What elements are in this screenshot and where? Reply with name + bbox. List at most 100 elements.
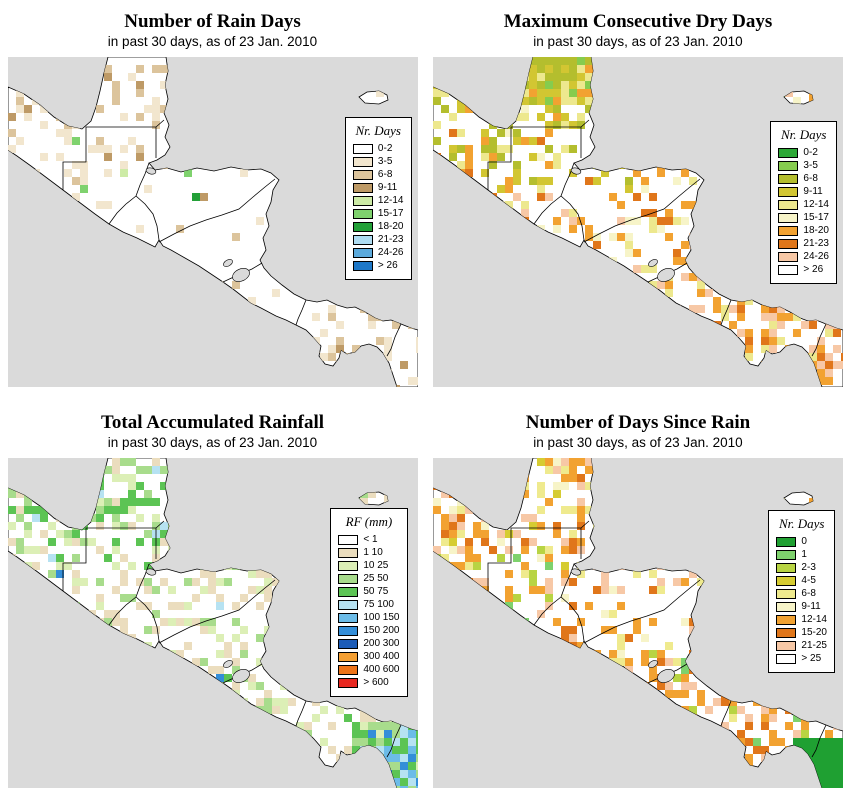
legend-entry: < 1 — [338, 534, 399, 545]
legend-swatch — [776, 562, 797, 573]
legend-entry: 10 25 — [338, 560, 399, 571]
legend-swatch — [776, 575, 797, 586]
legend-label: 21-25 — [801, 640, 827, 651]
legend-entry: 1 10 — [338, 547, 399, 558]
legend-title: RF (mm) — [345, 514, 393, 529]
legend-entry: 9-11 — [776, 601, 827, 612]
legend-entry: > 25 — [776, 653, 827, 664]
map-canvas-dry-days — [433, 57, 843, 387]
legend-entry: > 26 — [352, 260, 404, 271]
legend-label: 3-5 — [377, 156, 393, 167]
legend-entry: 21-23 — [352, 234, 404, 245]
legend-swatch — [338, 547, 359, 558]
legend-label: 6-8 — [377, 169, 393, 180]
legend-swatch — [352, 234, 373, 245]
legend-entry: 18-20 — [352, 221, 404, 232]
legend-swatch — [352, 208, 373, 219]
lake — [648, 660, 658, 668]
legend-swatch — [778, 147, 799, 158]
legend-swatch — [776, 653, 797, 664]
panel-subtitle: in past 30 days, as of 23 Jan. 2010 — [533, 34, 743, 49]
legend-entry: 25 50 — [338, 573, 399, 584]
legend-label: 6-8 — [801, 588, 816, 599]
legend-label: 15-17 — [377, 208, 404, 219]
legend-swatch — [352, 195, 373, 206]
legend-title: Nr. Days — [355, 123, 401, 138]
legend-label: 24-26 — [377, 247, 404, 258]
panel-subtitle: in past 30 days, as of 23 Jan. 2010 — [107, 435, 318, 450]
legend-rows: 0 1 2-3 4-5 6-8 9-11 12-14 15-20 21-25 > 25 — [776, 536, 827, 664]
legend-label: 12-14 — [377, 195, 404, 206]
lake — [570, 167, 582, 175]
legend-entry: 75 100 — [338, 599, 399, 610]
lake — [231, 669, 250, 683]
legend-swatch — [352, 247, 373, 258]
legend-label: 300 400 — [363, 651, 400, 662]
legend-label: > 600 — [363, 677, 389, 688]
panel-subtitle: in past 30 days, as of 23 Jan. 2010 — [107, 34, 318, 49]
legend-entry: 21-23 — [778, 238, 829, 249]
legend-entry: 21-25 — [776, 640, 827, 651]
legend-label: 2-3 — [801, 562, 816, 573]
legend-label: 100 150 — [363, 612, 400, 623]
lake — [657, 669, 675, 683]
legend-entry: 24-26 — [778, 251, 829, 262]
legend-label: 18-20 — [377, 221, 404, 232]
panel-title: Maximum Consecutive Dry Days — [503, 11, 773, 32]
legend-swatch — [778, 212, 799, 223]
legend-entry: 2-3 — [776, 562, 827, 573]
legend-swatch — [338, 573, 359, 584]
panel-rainfall: Total Accumulated Rainfall in past 30 da… — [0, 396, 425, 793]
legend-swatch — [338, 625, 359, 636]
legend-swatch — [776, 588, 797, 599]
lake — [222, 660, 233, 668]
legend-days-since-rain: Nr. Days 0 1 2-3 4-5 6-8 9-11 12-14 15-20 21-25 >… — [768, 510, 835, 673]
legend-label: 15-17 — [803, 212, 829, 223]
legend-label: 6-8 — [803, 173, 818, 184]
legend-entry: 9-11 — [352, 182, 404, 193]
legend-entry: 400 600 — [338, 664, 400, 675]
legend-swatch — [778, 251, 799, 262]
legend-entry: 15-17 — [778, 212, 829, 223]
legend-swatch — [338, 638, 359, 649]
legend-entry: 6-8 — [776, 588, 827, 599]
legend-entry: 3-5 — [778, 160, 829, 171]
legend-swatch — [778, 264, 799, 275]
legend-rows: 0-2 3-5 6-8 9-11 12-14 15-17 18-20 21-23 24-26 > … — [778, 147, 829, 275]
legend-swatch — [776, 549, 797, 560]
legend-label: < 1 — [363, 534, 378, 545]
legend-swatch — [338, 599, 359, 610]
legend-dry-days: Nr. Days 0-2 3-5 6-8 9-11 12-14 15-17 18-20 21-… — [770, 121, 837, 284]
legend-label: 4-5 — [801, 575, 816, 586]
legend-entry: 0-2 — [778, 147, 829, 158]
panel-title: Total Accumulated Rainfall — [100, 412, 325, 433]
legend-swatch — [776, 640, 797, 651]
legend-swatch — [338, 677, 359, 688]
legend-entry: > 26 — [778, 264, 829, 275]
legend-label: 12-14 — [801, 614, 827, 625]
legend-entry: 15-17 — [352, 208, 404, 219]
legend-swatch — [338, 651, 359, 662]
lake — [657, 268, 675, 282]
legend-label: 21-23 — [803, 238, 829, 249]
legend-entry: 50 75 — [338, 586, 399, 597]
panel-days-since-rain: Number of Days Since Rain in past 30 day… — [425, 396, 851, 793]
legend-label: 10 25 — [363, 560, 389, 571]
lake — [231, 268, 250, 282]
legend-entry: 9-11 — [778, 186, 829, 197]
legend-swatch — [338, 586, 359, 597]
legend-label: 18-20 — [803, 225, 829, 236]
legend-label: 0 — [801, 536, 807, 547]
legend-entry: 4-5 — [776, 575, 827, 586]
map-days-since-rain: Nr. Days 0 1 2-3 4-5 6-8 9-11 12-14 15-20 21-25 >… — [433, 458, 843, 788]
legend-swatch — [338, 664, 359, 675]
panel-rain-days: Number of Rain Days in past 30 days, as … — [0, 0, 425, 396]
panel-title: Number of Days Since Rain — [525, 412, 751, 433]
legend-entry: 150 200 — [338, 625, 400, 636]
legend-label: 1 — [801, 549, 807, 560]
legend-swatch — [352, 143, 373, 154]
legend-label: 24-26 — [803, 251, 829, 262]
lake — [145, 568, 156, 576]
legend-entry: 1 — [776, 549, 827, 560]
